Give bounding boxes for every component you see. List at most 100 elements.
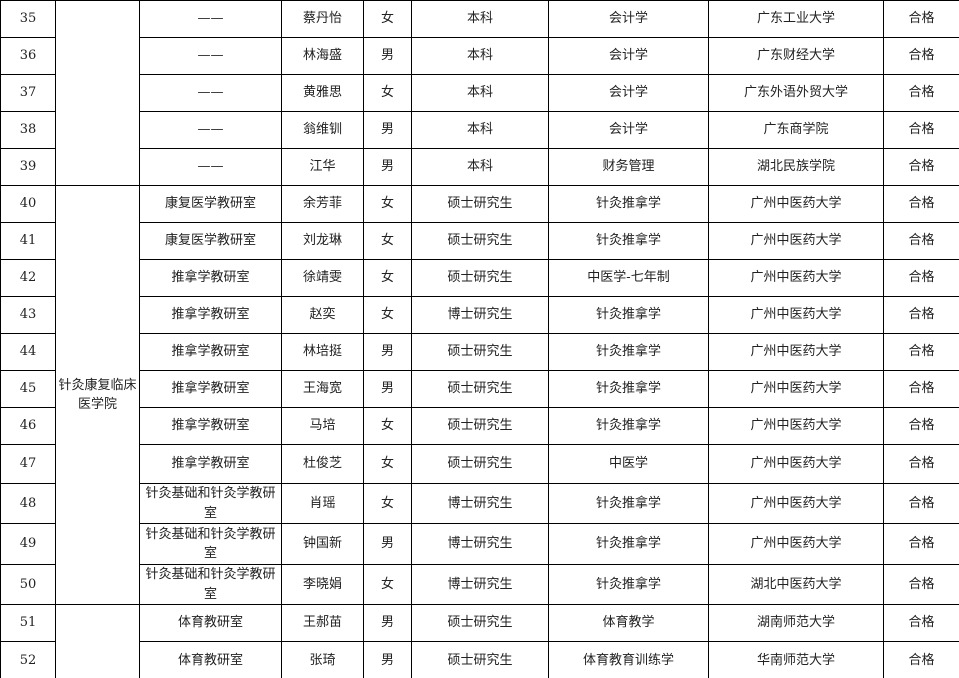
cell-name: 黄雅思 — [281, 74, 364, 112]
cell-result: 合格 — [883, 604, 959, 642]
cell-row-number: 36 — [0, 37, 56, 75]
cell-name: 李晓娟 — [281, 564, 364, 605]
cell-office: 康复医学教研室 — [139, 222, 282, 260]
cell-result: 合格 — [883, 259, 959, 297]
cell-name: 王郝苗 — [281, 604, 364, 642]
cell-major: 会计学 — [548, 111, 709, 149]
cell-major: 针灸推拿学 — [548, 523, 709, 565]
cell-major: 针灸推拿学 — [548, 296, 709, 334]
cell-name: 王海宽 — [281, 370, 364, 408]
cell-degree: 硕士研究生 — [411, 370, 549, 408]
cell-university: 湖北中医药大学 — [708, 564, 884, 605]
cell-gender: 男 — [363, 37, 412, 75]
cell-result: 合格 — [883, 444, 959, 484]
cell-degree: 本科 — [411, 111, 549, 149]
cell-row-number: 39 — [0, 148, 56, 186]
cell-university: 广州中医药大学 — [708, 407, 884, 445]
cell-row-number: 45 — [0, 370, 56, 408]
cell-office: 推拿学教研室 — [139, 296, 282, 334]
cell-result: 合格 — [883, 483, 959, 524]
cell-office: 针灸基础和针灸学教研室 — [139, 523, 282, 565]
cell-office: 推拿学教研室 — [139, 259, 282, 297]
cell-degree: 硕士研究生 — [411, 185, 549, 223]
cell-gender: 男 — [363, 604, 412, 642]
cell-row-number: 38 — [0, 111, 56, 149]
cell-name: 林海盛 — [281, 37, 364, 75]
cell-gender: 女 — [363, 185, 412, 223]
cell-result: 合格 — [883, 523, 959, 565]
cell-major: 针灸推拿学 — [548, 222, 709, 260]
cell-university: 华南师范大学 — [708, 641, 884, 678]
cell-office: —— — [139, 0, 282, 38]
cell-major: 针灸推拿学 — [548, 483, 709, 524]
cell-office: 推拿学教研室 — [139, 407, 282, 445]
table-row: 35 —— 蔡丹怡 女 本科 会计学 广东工业大学 合格 — [0, 0, 959, 186]
cell-name: 马培 — [281, 407, 364, 445]
cell-major: 针灸推拿学 — [548, 407, 709, 445]
cell-name: 余芳菲 — [281, 185, 364, 223]
cell-degree: 硕士研究生 — [411, 407, 549, 445]
cell-result: 合格 — [883, 0, 959, 38]
cell-row-number: 37 — [0, 74, 56, 112]
cell-university: 广州中医药大学 — [708, 185, 884, 223]
cell-college-group: 针灸康复临床医学院 — [55, 185, 140, 605]
cell-gender: 女 — [363, 74, 412, 112]
cell-office: 针灸基础和针灸学教研室 — [139, 564, 282, 605]
table-row: 45 推拿学教研室 王海宽 男 硕士研究生 针灸推拿学 广州中医药大学 合格 — [0, 370, 959, 408]
cell-degree: 本科 — [411, 0, 549, 38]
cell-result: 合格 — [883, 222, 959, 260]
cell-office: 推拿学教研室 — [139, 370, 282, 408]
cell-major: 针灸推拿学 — [548, 370, 709, 408]
cell-degree: 博士研究生 — [411, 564, 549, 605]
cell-degree: 博士研究生 — [411, 523, 549, 565]
cell-row-number: 49 — [0, 523, 56, 565]
cell-name: 钟国新 — [281, 523, 364, 565]
cell-university: 广州中医药大学 — [708, 444, 884, 484]
cell-university: 广州中医药大学 — [708, 483, 884, 524]
cell-name: 肖瑶 — [281, 483, 364, 524]
cell-degree: 硕士研究生 — [411, 222, 549, 260]
table-row: 36 —— 林海盛 男 本科 会计学 广东财经大学 合格 — [0, 37, 959, 75]
cell-gender: 女 — [363, 444, 412, 484]
table-row: 43 推拿学教研室 赵奕 女 博士研究生 针灸推拿学 广州中医药大学 合格 — [0, 296, 959, 334]
cell-university: 广东工业大学 — [708, 0, 884, 38]
cell-name: 江华 — [281, 148, 364, 186]
cell-gender: 男 — [363, 148, 412, 186]
cell-gender: 男 — [363, 641, 412, 678]
cell-major: 会计学 — [548, 0, 709, 38]
table-row: 52 体育教研室 张琦 男 硕士研究生 体育教育训练学 华南师范大学 合格 — [0, 641, 959, 678]
cell-office: 体育教研室 — [139, 604, 282, 642]
cell-row-number: 51 — [0, 604, 56, 642]
cell-university: 广州中医药大学 — [708, 222, 884, 260]
cell-name: 翁维钏 — [281, 111, 364, 149]
table-row: 41 康复医学教研室 刘龙琳 女 硕士研究生 针灸推拿学 广州中医药大学 合格 — [0, 222, 959, 260]
cell-result: 合格 — [883, 37, 959, 75]
cell-major: 会计学 — [548, 37, 709, 75]
cell-degree: 博士研究生 — [411, 483, 549, 524]
cell-university: 广州中医药大学 — [708, 259, 884, 297]
cell-gender: 男 — [363, 111, 412, 149]
cell-university: 广州中医药大学 — [708, 296, 884, 334]
table-row: 49 针灸基础和针灸学教研室 钟国新 男 博士研究生 针灸推拿学 广州中医药大学… — [0, 523, 959, 565]
cell-row-number: 44 — [0, 333, 56, 371]
table-row: 39 —— 江华 男 本科 财务管理 湖北民族学院 合格 — [0, 148, 959, 186]
cell-college-group — [55, 0, 140, 186]
cell-degree: 硕士研究生 — [411, 333, 549, 371]
table-row: 46 推拿学教研室 马培 女 硕士研究生 针灸推拿学 广州中医药大学 合格 — [0, 407, 959, 445]
cell-degree: 硕士研究生 — [411, 444, 549, 484]
cell-row-number: 50 — [0, 564, 56, 605]
cell-result: 合格 — [883, 641, 959, 678]
cell-degree: 硕士研究生 — [411, 259, 549, 297]
cell-major: 会计学 — [548, 74, 709, 112]
cell-name: 刘龙琳 — [281, 222, 364, 260]
cell-result: 合格 — [883, 333, 959, 371]
cell-result: 合格 — [883, 111, 959, 149]
cell-office: 推拿学教研室 — [139, 333, 282, 371]
cell-office: —— — [139, 74, 282, 112]
cell-result: 合格 — [883, 185, 959, 223]
cell-row-number: 35 — [0, 0, 56, 38]
cell-name: 蔡丹怡 — [281, 0, 364, 38]
cell-degree: 博士研究生 — [411, 296, 549, 334]
cell-university: 湖北民族学院 — [708, 148, 884, 186]
